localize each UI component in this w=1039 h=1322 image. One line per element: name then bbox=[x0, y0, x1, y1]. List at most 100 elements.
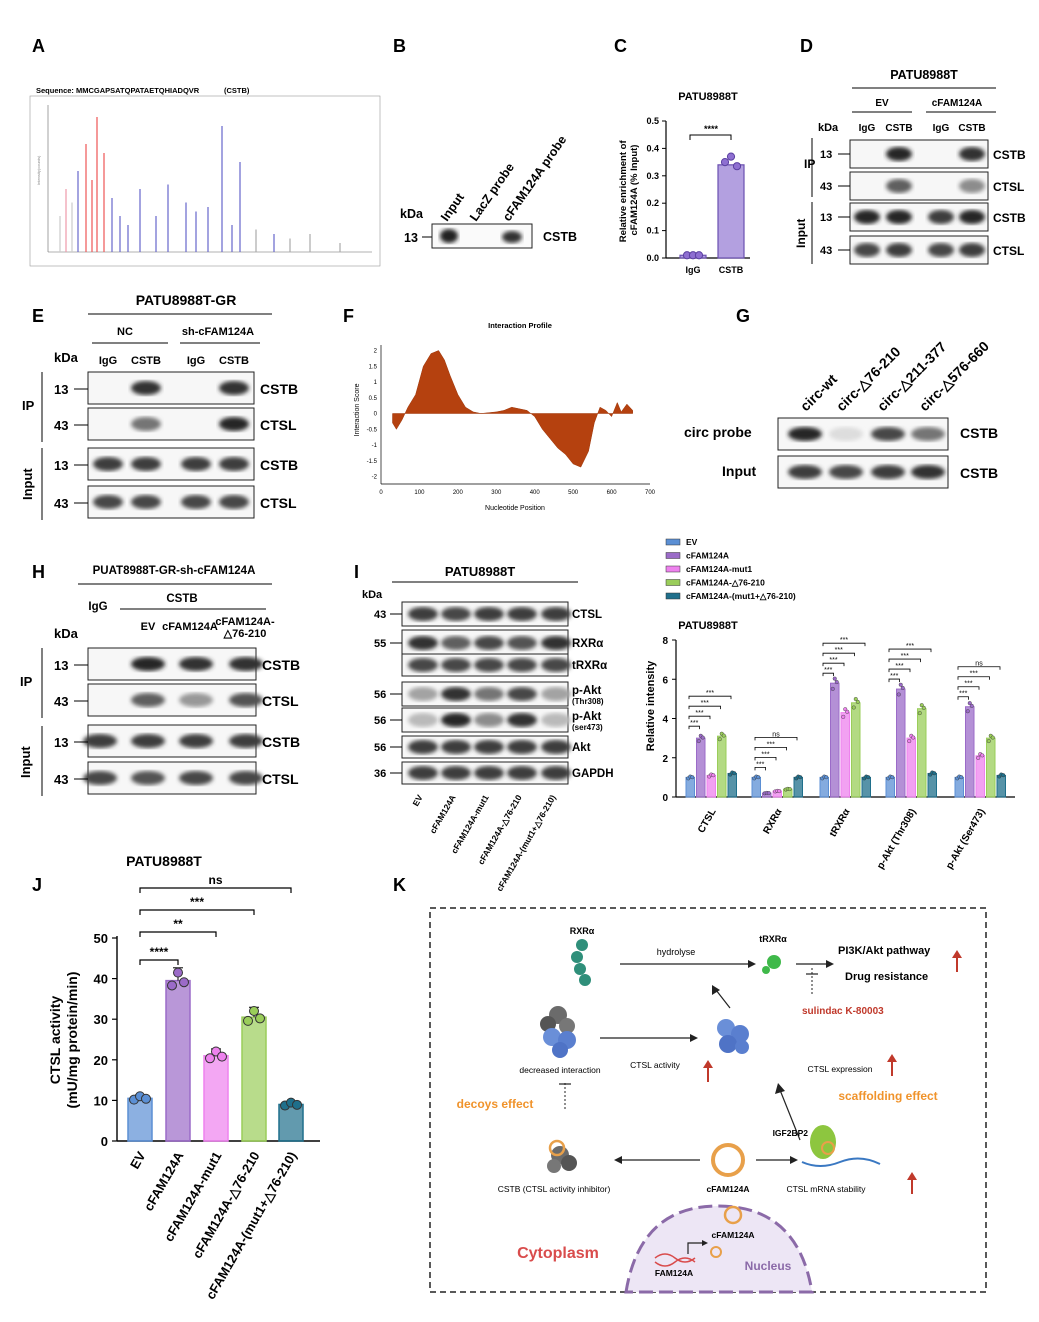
i-point bbox=[851, 705, 856, 710]
d-target: CTSL bbox=[993, 244, 1024, 258]
k-mrna: CTSL mRNA stability bbox=[786, 1184, 866, 1194]
i-bar bbox=[861, 776, 871, 798]
i-point bbox=[756, 775, 761, 780]
i-legend-label: cFAM124A-mut1 bbox=[686, 564, 752, 574]
e-target: CTSL bbox=[260, 417, 297, 433]
h-kda: kDa bbox=[54, 626, 79, 641]
i-band bbox=[441, 740, 471, 754]
i-target: tRXRα bbox=[572, 660, 607, 672]
e-band bbox=[181, 457, 211, 471]
i-sig-label: *** bbox=[895, 663, 903, 670]
i-point bbox=[834, 680, 839, 685]
i-xtick: tRXRα bbox=[828, 806, 853, 839]
f-xticks: 0 100 200 300 400 500 600 700 bbox=[379, 490, 655, 496]
i-band bbox=[541, 713, 571, 727]
i-sig-label: *** bbox=[890, 673, 898, 680]
b-band bbox=[440, 229, 458, 243]
panel-j: PATU8988T CTSL activity(mU/mg protein/mi… bbox=[47, 853, 320, 1302]
k-trxra: tRXRα bbox=[759, 934, 787, 944]
i-mw: 36 bbox=[374, 768, 386, 780]
j-point bbox=[141, 1093, 151, 1104]
j-xtick: EV bbox=[127, 1149, 149, 1172]
ms-frame bbox=[29, 95, 381, 267]
f-ylabel: Interaction Score bbox=[354, 383, 361, 436]
h-band bbox=[83, 734, 117, 748]
i-point bbox=[907, 739, 912, 744]
i-sig-bracket bbox=[688, 725, 700, 730]
i-sig-bracket bbox=[688, 695, 732, 700]
i-legend-swatch bbox=[665, 552, 681, 559]
k-drug: Drug resistance bbox=[845, 971, 928, 983]
e-band bbox=[219, 457, 249, 471]
c-bar bbox=[717, 164, 745, 259]
k-fam: FAM124A bbox=[655, 1268, 693, 1278]
g-target: CSTB bbox=[960, 425, 998, 441]
i-band bbox=[474, 607, 504, 621]
d-band bbox=[886, 179, 912, 193]
i-sig-label: *** bbox=[756, 761, 764, 768]
i-band bbox=[541, 740, 571, 754]
j-point bbox=[205, 1053, 215, 1064]
i-band bbox=[408, 740, 438, 754]
i-lane: cFAM124A bbox=[428, 793, 458, 835]
i-sig-bracket bbox=[822, 662, 845, 667]
e-mw: 13 bbox=[54, 382, 68, 397]
e-band bbox=[181, 495, 211, 509]
j-point bbox=[167, 980, 177, 991]
i-ylabel: Relative intensity bbox=[645, 660, 657, 751]
d-band bbox=[886, 210, 912, 224]
panel-c: PATU8988T Relative enrichment of cFAM124… bbox=[618, 91, 750, 275]
k-sulindac: sulindac K-80003 bbox=[802, 1006, 884, 1017]
f-xtick: 200 bbox=[453, 490, 464, 496]
i-bar bbox=[996, 774, 1006, 798]
i-sig-label: *** bbox=[695, 710, 703, 717]
e-lane: CSTB bbox=[219, 355, 249, 367]
d-mw: 13 bbox=[820, 212, 832, 224]
trxra-protein-icon bbox=[762, 955, 781, 974]
i-band bbox=[474, 766, 504, 780]
i-band bbox=[541, 766, 571, 780]
h-band bbox=[229, 693, 263, 707]
i-ytick-label: 4 bbox=[662, 715, 668, 726]
c-ytick-label: 0.2 bbox=[646, 198, 659, 208]
i-xtick: RXRα bbox=[761, 806, 785, 836]
i-band bbox=[474, 740, 504, 754]
j-sig-label: ** bbox=[173, 917, 183, 931]
i-point bbox=[917, 711, 922, 716]
f-ytick: -1 bbox=[372, 443, 378, 449]
j-sig-bracket bbox=[139, 959, 179, 965]
j-point bbox=[255, 1013, 265, 1024]
g-band bbox=[871, 465, 905, 479]
d-lane: CSTB bbox=[958, 123, 985, 134]
i-point bbox=[721, 733, 726, 738]
h-ip: IP bbox=[20, 674, 33, 689]
i-bar bbox=[706, 774, 716, 798]
f-ytick: 2 bbox=[374, 349, 378, 355]
h-target: CSTB bbox=[262, 734, 300, 750]
circrna-icon bbox=[723, 1205, 743, 1225]
i-point bbox=[932, 771, 937, 776]
ms-peaks bbox=[59, 117, 341, 252]
f-ytick: 0 bbox=[374, 412, 378, 418]
h-lane: EV bbox=[141, 621, 156, 633]
j-ytick-label: 10 bbox=[94, 1093, 108, 1108]
i-band bbox=[474, 636, 504, 650]
j-point bbox=[292, 1099, 302, 1110]
j-title: PATU8988T bbox=[126, 853, 202, 869]
f-xtick: 700 bbox=[645, 490, 656, 496]
f-ytick: 1.5 bbox=[369, 364, 378, 370]
c-point bbox=[726, 152, 736, 161]
panel-label-j: J bbox=[32, 875, 42, 895]
panel-g: circ-wt circ-△76-210 circ-△211-377 circ-… bbox=[684, 338, 998, 489]
d-lane: IgG bbox=[859, 123, 876, 134]
i-xtick: p-Akt (Ser473) bbox=[944, 807, 987, 871]
c-ytick-label: 0.3 bbox=[646, 171, 659, 181]
i-point bbox=[690, 775, 695, 780]
h-input: Input bbox=[18, 746, 33, 778]
e-band bbox=[219, 381, 249, 395]
i-sig-bracket bbox=[822, 672, 834, 677]
b-kda: kDa bbox=[400, 207, 424, 221]
i-point bbox=[700, 735, 705, 740]
